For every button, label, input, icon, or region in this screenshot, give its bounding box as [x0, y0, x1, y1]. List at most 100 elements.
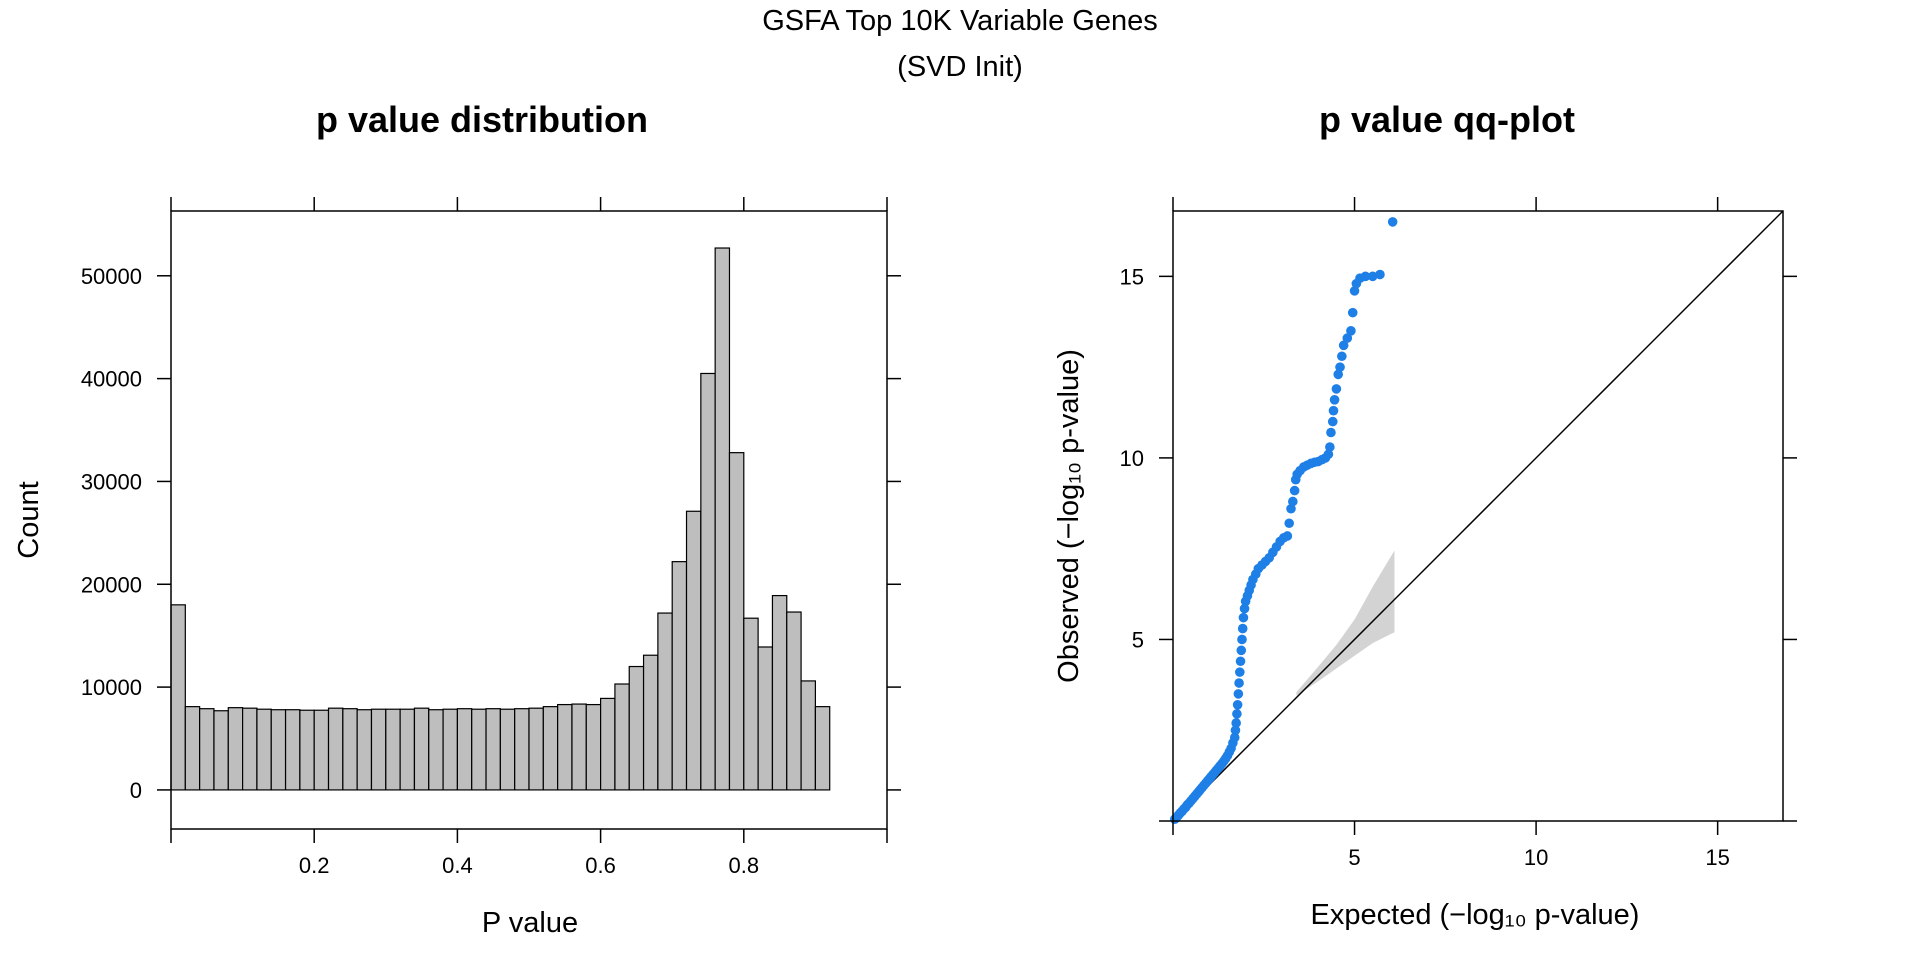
qq-point — [1286, 503, 1296, 514]
qq-point — [1233, 689, 1244, 699]
histogram-bar — [327, 707, 344, 791]
qq-y-tick-label: 5 — [1132, 627, 1144, 652]
qq-point — [1234, 678, 1244, 688]
histogram-bar — [356, 709, 373, 791]
histogram-bar — [728, 452, 745, 791]
histogram-x-axis-label: P value — [482, 907, 578, 939]
qq-point — [1367, 271, 1378, 282]
histogram-bar — [313, 709, 330, 791]
qq-point — [1387, 217, 1398, 227]
histogram-bar — [385, 708, 401, 791]
histogram-plot-frame — [170, 210, 888, 830]
qq-point — [1346, 326, 1356, 336]
qq-point — [1331, 384, 1342, 394]
qq-point — [1231, 718, 1241, 728]
qq-point — [1232, 700, 1243, 710]
qq-point — [1237, 623, 1248, 634]
qq-point — [1238, 612, 1249, 623]
histogram-bar — [599, 697, 616, 791]
qq-point — [1284, 518, 1294, 529]
qq-point — [1323, 449, 1334, 460]
qq-point — [1333, 369, 1344, 380]
histogram-ticks: 0.2 0.4 0.6 0.8 0 10000 20000 30000 40000 50000 — [81, 197, 901, 878]
qq-x-axis-label: Expected (−log₁₀ p-value) — [1311, 899, 1640, 931]
qq-point — [1360, 271, 1371, 282]
qq-point — [1288, 496, 1298, 507]
histogram-x-tick-label: 0.2 — [299, 853, 330, 878]
histogram-bar — [342, 708, 358, 791]
histogram-bar — [284, 709, 301, 791]
histogram-bar — [213, 710, 229, 791]
histogram-bar — [485, 708, 501, 791]
histogram-panel: p value distribution 0.2 0.4 0.6 0.8 0 10000 2… — [13, 99, 901, 939]
qq-point — [1375, 269, 1385, 280]
histogram-bar — [528, 707, 544, 791]
qq-point — [1342, 333, 1353, 343]
histogram-y-tick-label: 40000 — [81, 367, 142, 392]
qq-point — [1347, 307, 1358, 318]
qq-point — [1338, 340, 1349, 351]
histogram-bar — [299, 709, 315, 791]
histogram-bar — [199, 708, 215, 791]
histogram-bar — [499, 708, 516, 791]
qq-point — [1325, 442, 1335, 452]
histogram-y-tick-label: 10000 — [81, 675, 142, 700]
histogram-bar — [542, 706, 559, 791]
histogram-bar — [585, 703, 602, 791]
histogram-bar — [227, 707, 244, 791]
histogram-bar — [700, 372, 716, 791]
histogram-x-tick-label: 0.8 — [729, 853, 760, 878]
qq-point — [1230, 725, 1241, 736]
histogram-bar — [614, 683, 630, 791]
histogram-y-tick-label: 0 — [130, 778, 142, 803]
qq-ticks: 5 10 15 5 10 15 — [1120, 197, 1797, 870]
histogram-bar — [456, 708, 473, 791]
histogram-bar — [642, 654, 659, 791]
histogram-bar — [413, 707, 430, 791]
qq-point — [1337, 351, 1347, 362]
histogram-bar — [743, 617, 759, 791]
figure-title: GSFA Top 10K Variable Genes — [762, 5, 1158, 37]
qq-y-tick-label: 10 — [1120, 446, 1144, 471]
qq-point — [1329, 395, 1340, 405]
qq-plot-frame — [1172, 210, 1784, 822]
histogram-bar — [571, 703, 587, 791]
qq-y-axis-label: Observed (−log₁₀ p-value) — [1053, 349, 1085, 683]
histogram-bar — [514, 708, 530, 791]
histogram-bar — [714, 247, 731, 791]
qq-point — [1349, 286, 1360, 296]
qq-point — [1327, 416, 1338, 427]
figure-subtitle: (SVD Init) — [897, 51, 1023, 83]
histogram-bar — [557, 703, 573, 791]
histogram-bar — [399, 708, 416, 791]
qq-point — [1236, 645, 1247, 656]
qq-points — [1170, 217, 1398, 824]
histogram-bar — [771, 594, 788, 791]
histogram-bar — [657, 612, 673, 791]
qq-point — [1237, 634, 1247, 645]
qq-point — [1239, 603, 1250, 614]
histogram-bar — [786, 611, 802, 791]
qq-point — [1289, 485, 1300, 496]
histogram-x-tick-label: 0.6 — [585, 853, 616, 878]
histogram-bar — [256, 708, 272, 791]
qq-point — [1282, 531, 1293, 541]
histogram-bar — [628, 665, 645, 791]
qq-reference-line — [1172, 210, 1784, 822]
qq-confidence-band — [1296, 550, 1395, 696]
qq-point — [1235, 667, 1245, 677]
histogram-y-axis-label: Count — [13, 481, 45, 558]
histogram-bar — [671, 561, 688, 791]
histogram-y-tick-label: 30000 — [81, 469, 142, 494]
histogram-title: p value distribution — [316, 99, 648, 140]
qq-plot-title: p value qq-plot — [1319, 99, 1575, 140]
qq-x-tick-label: 5 — [1348, 845, 1360, 870]
histogram-bar — [800, 680, 817, 791]
histogram-bar — [242, 707, 258, 791]
histogram-bars — [170, 247, 831, 791]
histogram-bar — [270, 709, 287, 791]
qq-point — [1229, 732, 1240, 743]
qq-point — [1326, 427, 1336, 438]
histogram-bar — [428, 709, 444, 791]
